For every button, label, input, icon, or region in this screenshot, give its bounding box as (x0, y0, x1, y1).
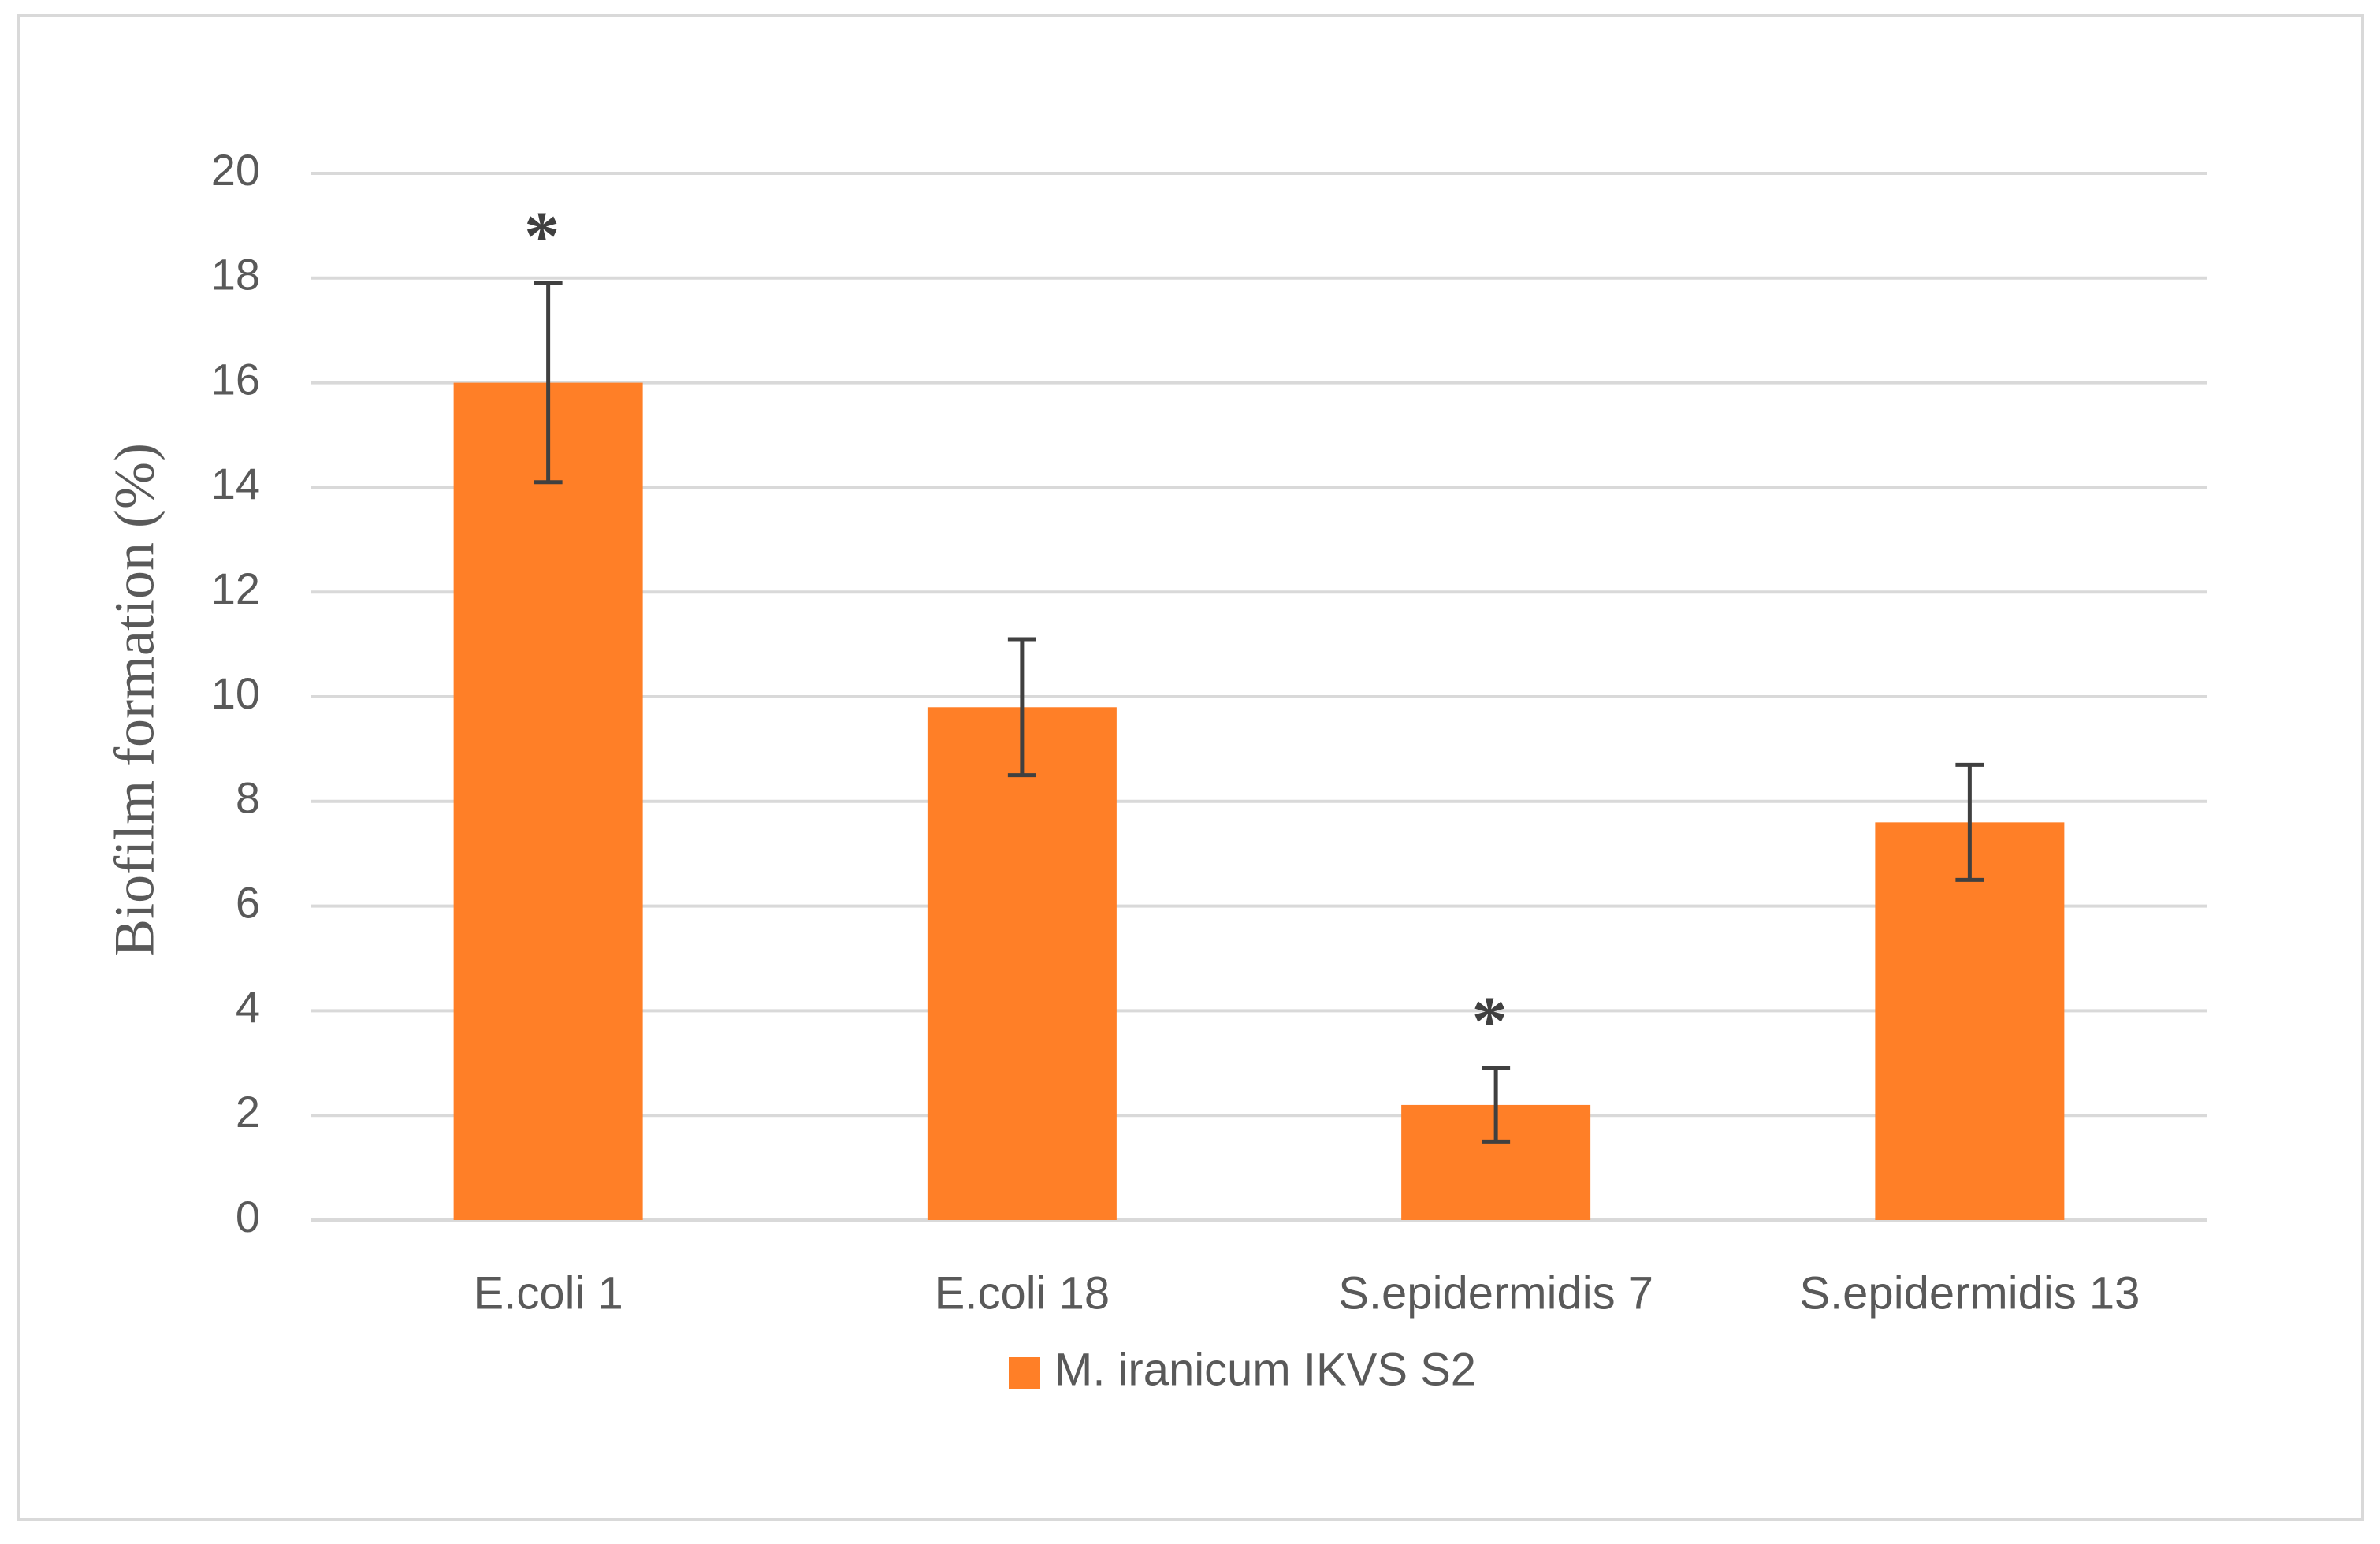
bar (1875, 822, 2065, 1220)
significance-markers: ** (524, 198, 1508, 1061)
bar (927, 707, 1117, 1220)
error-bar (1955, 762, 1984, 882)
y-tick-label: 12 (211, 564, 260, 613)
x-tick-label: S.epidermidis 13 (1799, 1267, 2140, 1319)
y-axis-title: Biofilm formation (%) (103, 443, 166, 957)
legend-swatch (1009, 1357, 1040, 1389)
y-axis-ticks: 0 2 4 6 8 10 12 14 16 18 20 (211, 145, 260, 1241)
chart-border (17, 14, 2364, 1521)
error-bars (534, 281, 1984, 1144)
legend: M. iranicum IKVS S2 (1009, 1344, 1476, 1395)
x-tick-label: E.coli 1 (474, 1267, 623, 1319)
x-axis-labels: E.coli 1 E.coli 18 S.epidermidis 7 S.epider… (474, 1267, 2140, 1319)
y-tick-label: 2 (236, 1087, 260, 1137)
y-tick-label: 16 (211, 354, 260, 404)
significance-marker: * (524, 198, 560, 276)
y-tick-label: 10 (211, 668, 260, 718)
y-tick-label: 18 (211, 250, 260, 299)
y-tick-label: 8 (236, 773, 260, 823)
x-tick-label: E.coli 18 (935, 1267, 1110, 1319)
y-tick-label: 6 (236, 877, 260, 927)
error-bar (534, 281, 563, 485)
error-bar (1482, 1066, 1511, 1144)
y-tick-label: 4 (236, 982, 260, 1032)
significance-marker: * (1472, 983, 1508, 1061)
error-bar (1007, 637, 1036, 778)
x-tick-label: S.epidermidis 7 (1338, 1267, 1653, 1319)
bars (453, 382, 2065, 1221)
y-tick-label: 20 (211, 145, 260, 195)
y-tick-label: 14 (211, 459, 260, 508)
bar (453, 382, 643, 1221)
legend-label: M. iranicum IKVS S2 (1054, 1344, 1476, 1395)
y-tick-label: 0 (236, 1192, 260, 1241)
